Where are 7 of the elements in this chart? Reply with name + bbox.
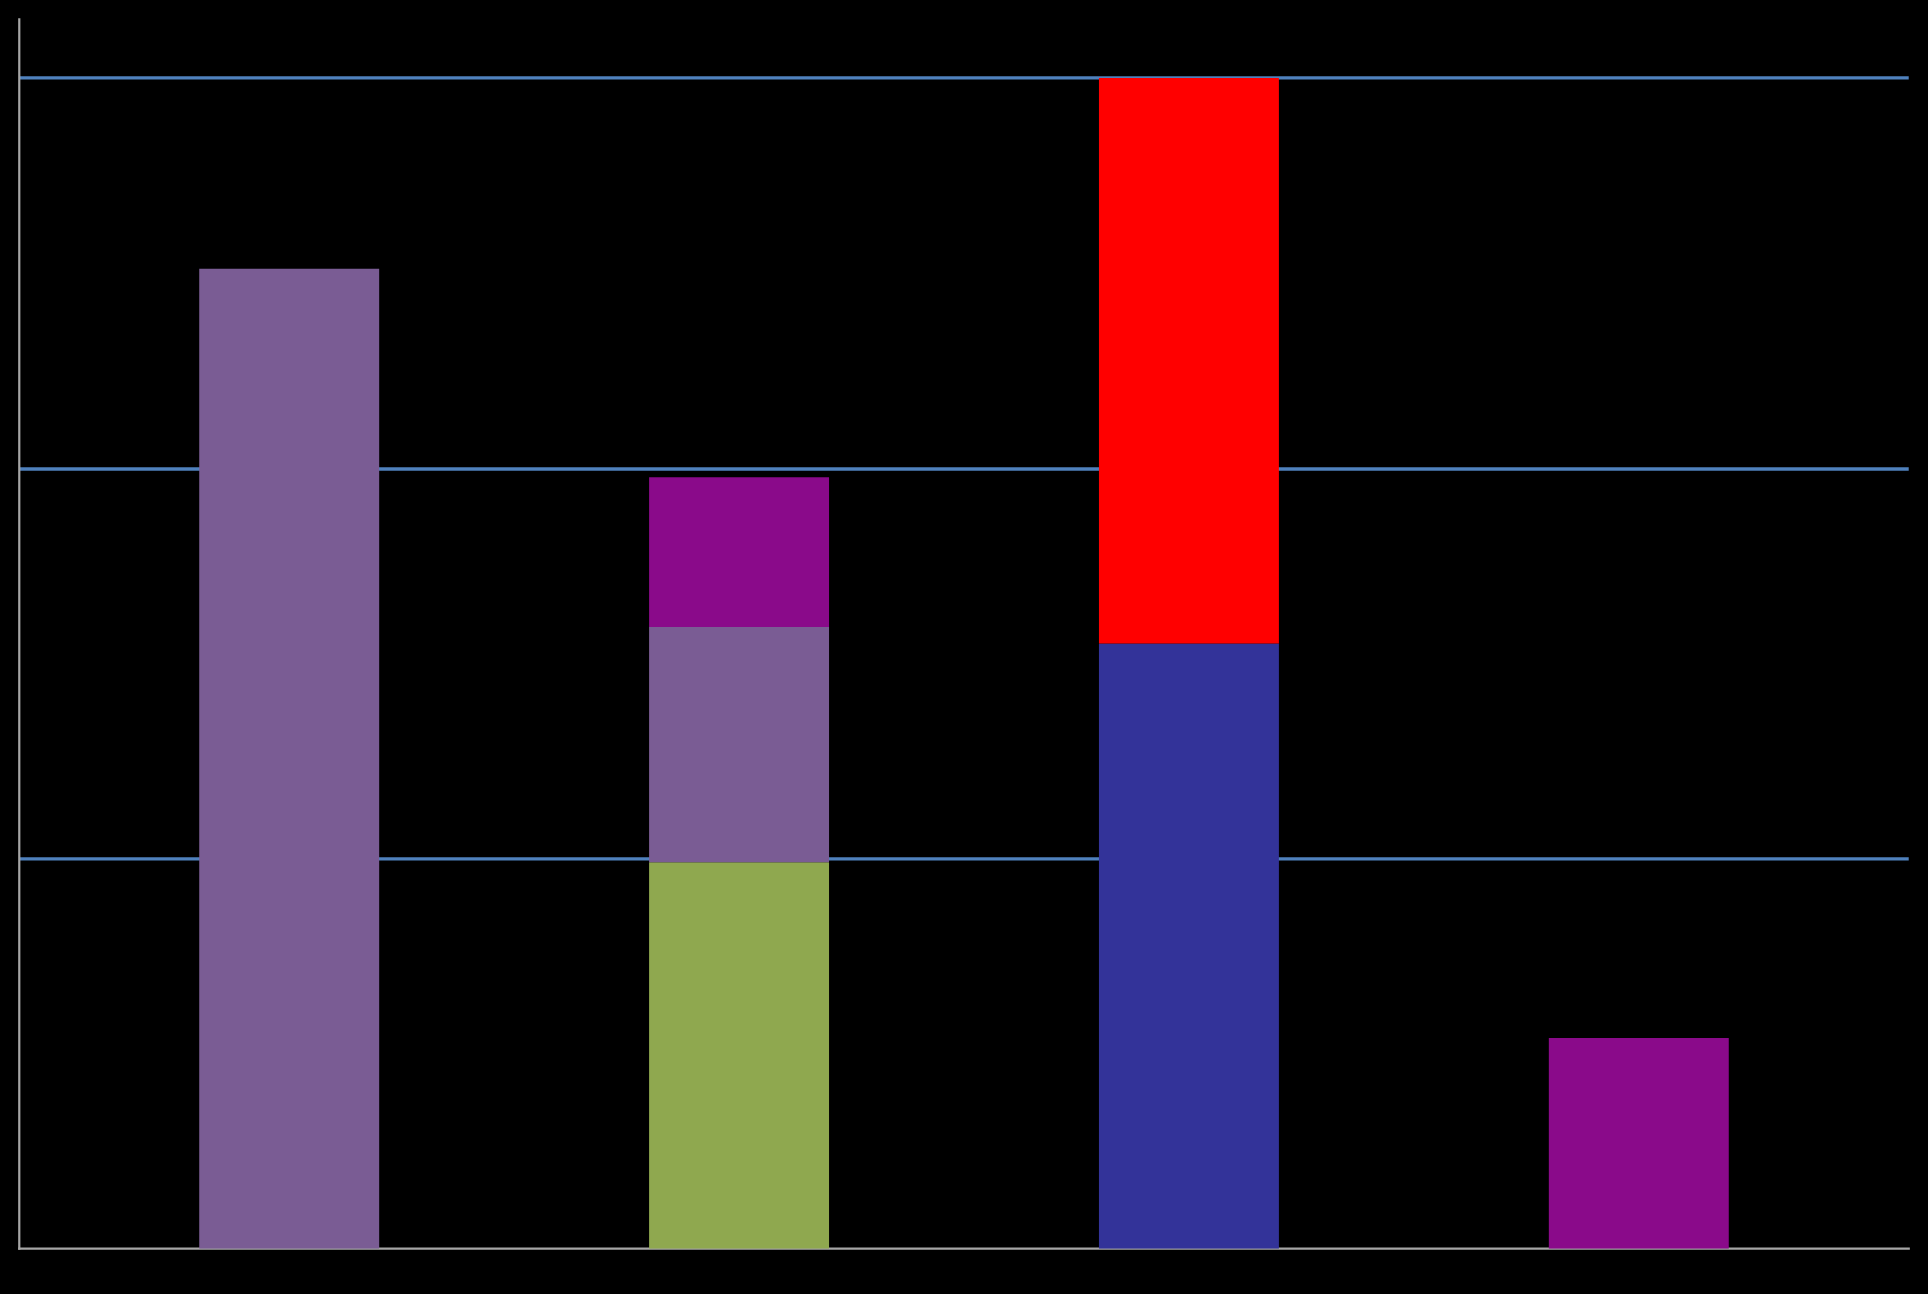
bar [1548, 1037, 1729, 1249]
bar [199, 268, 380, 1249]
bar [649, 862, 830, 1249]
bar [1098, 643, 1279, 1249]
bar [649, 627, 830, 863]
bar [649, 477, 830, 628]
bar [1098, 77, 1279, 644]
